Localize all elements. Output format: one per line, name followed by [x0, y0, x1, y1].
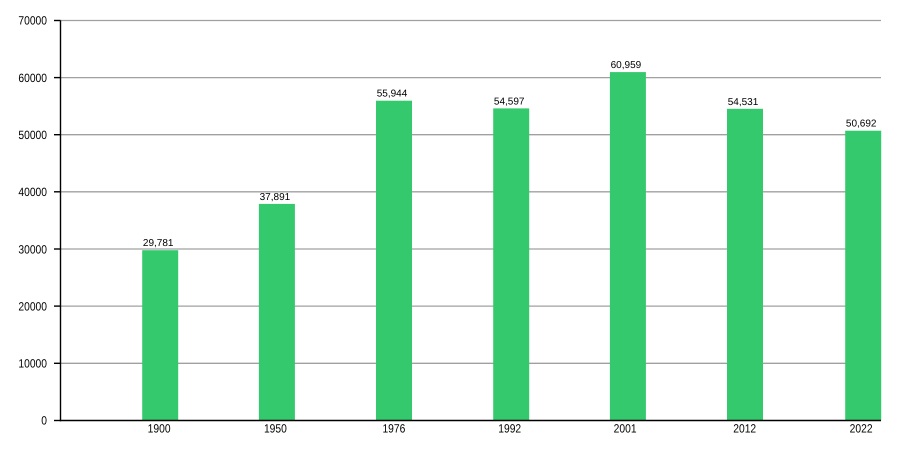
svg-text:2001: 2001 [614, 422, 637, 436]
svg-text:60,959: 60,959 [611, 60, 642, 71]
svg-text:29,781: 29,781 [143, 238, 174, 249]
svg-text:37,891: 37,891 [260, 192, 291, 203]
svg-text:40000: 40000 [18, 185, 47, 199]
svg-text:50000: 50000 [18, 128, 47, 142]
svg-text:2012: 2012 [733, 422, 756, 436]
svg-text:20000: 20000 [18, 299, 47, 313]
svg-text:0: 0 [41, 414, 47, 428]
svg-text:54,597: 54,597 [494, 96, 525, 107]
svg-text:1992: 1992 [498, 422, 521, 436]
svg-text:55,944: 55,944 [377, 89, 408, 100]
svg-text:30000: 30000 [18, 242, 47, 256]
svg-text:54,531: 54,531 [728, 97, 759, 108]
svg-text:2022: 2022 [850, 422, 873, 436]
svg-text:60000: 60000 [18, 71, 47, 85]
svg-text:1900: 1900 [148, 422, 171, 436]
svg-text:1950: 1950 [264, 422, 287, 436]
svg-text:70000: 70000 [18, 14, 47, 28]
svg-text:1976: 1976 [382, 422, 405, 436]
svg-text:50,692: 50,692 [846, 119, 877, 130]
svg-text:10000: 10000 [18, 357, 47, 371]
